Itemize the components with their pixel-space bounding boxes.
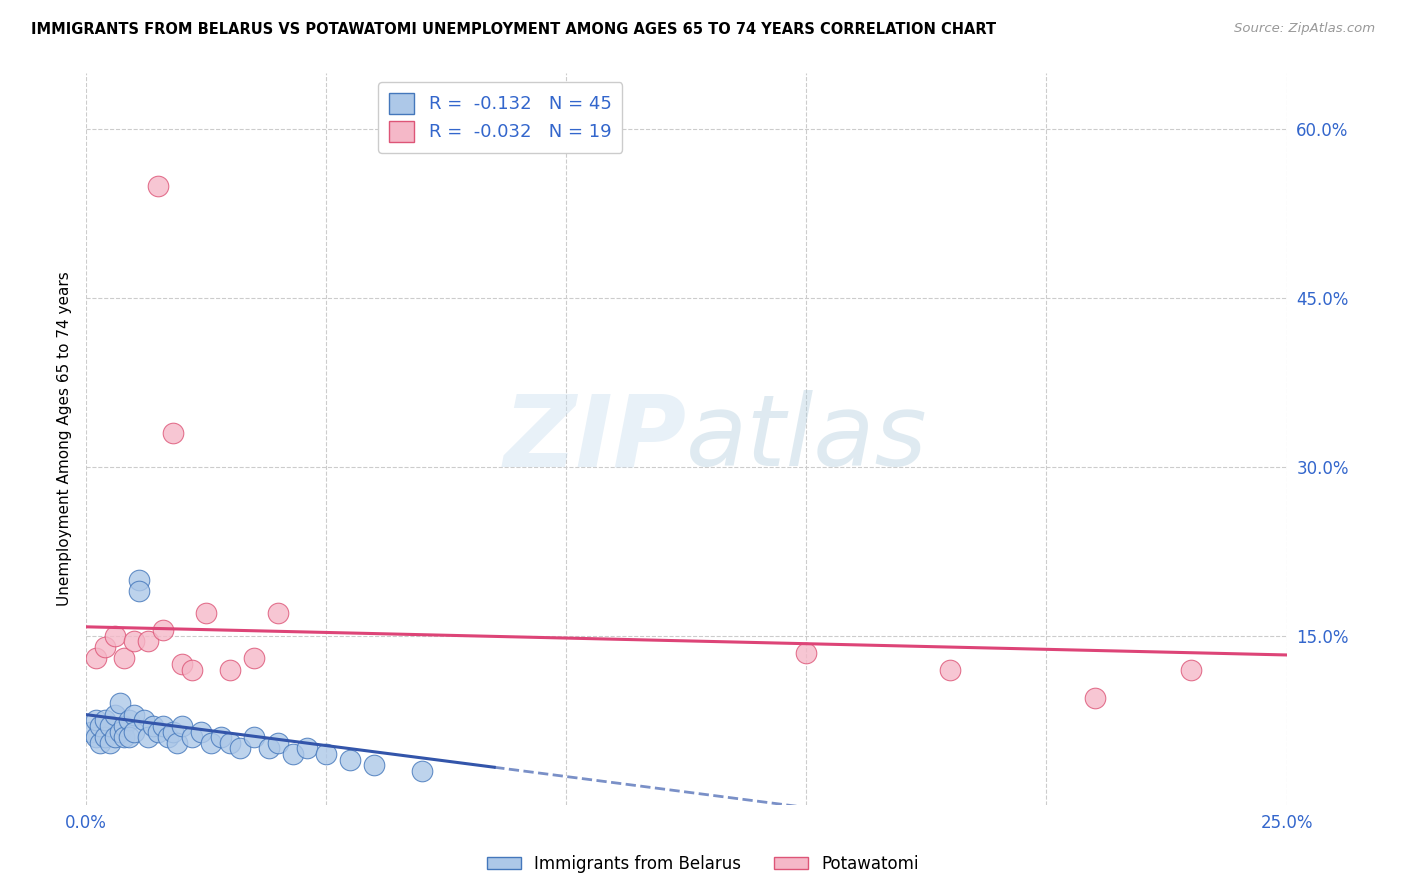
Text: IMMIGRANTS FROM BELARUS VS POTAWATOMI UNEMPLOYMENT AMONG AGES 65 TO 74 YEARS COR: IMMIGRANTS FROM BELARUS VS POTAWATOMI UN…	[31, 22, 995, 37]
Point	[200, 736, 222, 750]
Point	[104, 707, 127, 722]
Point	[138, 634, 160, 648]
Point	[267, 607, 290, 621]
Point	[363, 758, 385, 772]
Point	[128, 583, 150, 598]
Point	[122, 634, 145, 648]
Point	[315, 747, 337, 761]
Legend: R =  -0.132   N = 45, R =  -0.032   N = 19: R = -0.132 N = 45, R = -0.032 N = 19	[378, 82, 623, 153]
Point	[146, 724, 169, 739]
Point	[118, 713, 141, 727]
Text: atlas: atlas	[686, 391, 928, 487]
Point	[172, 719, 194, 733]
Point	[89, 736, 111, 750]
Point	[267, 736, 290, 750]
Point	[98, 736, 121, 750]
Point	[94, 640, 117, 654]
Point	[172, 657, 194, 671]
Point	[162, 426, 184, 441]
Point	[94, 713, 117, 727]
Legend: Immigrants from Belarus, Potawatomi: Immigrants from Belarus, Potawatomi	[481, 848, 925, 880]
Y-axis label: Unemployment Among Ages 65 to 74 years: Unemployment Among Ages 65 to 74 years	[58, 271, 72, 607]
Point	[108, 724, 131, 739]
Point	[219, 663, 242, 677]
Point	[295, 741, 318, 756]
Point	[98, 719, 121, 733]
Point	[243, 651, 266, 665]
Point	[1180, 663, 1202, 677]
Point	[128, 573, 150, 587]
Point	[114, 651, 136, 665]
Point	[209, 730, 232, 744]
Point	[84, 651, 107, 665]
Point	[796, 646, 818, 660]
Point	[229, 741, 252, 756]
Point	[104, 730, 127, 744]
Point	[122, 707, 145, 722]
Point	[138, 730, 160, 744]
Point	[180, 663, 202, 677]
Point	[114, 730, 136, 744]
Point	[180, 730, 202, 744]
Point	[166, 736, 188, 750]
Point	[411, 764, 433, 778]
Point	[156, 730, 179, 744]
Point	[219, 736, 242, 750]
Point	[339, 753, 361, 767]
Point	[84, 730, 107, 744]
Point	[104, 629, 127, 643]
Point	[939, 663, 962, 677]
Point	[281, 747, 304, 761]
Point	[84, 713, 107, 727]
Point	[108, 697, 131, 711]
Point	[152, 719, 174, 733]
Point	[257, 741, 280, 756]
Text: ZIP: ZIP	[503, 391, 686, 487]
Point	[132, 713, 155, 727]
Point	[243, 730, 266, 744]
Point	[94, 730, 117, 744]
Point	[122, 724, 145, 739]
Text: Source: ZipAtlas.com: Source: ZipAtlas.com	[1234, 22, 1375, 36]
Point	[146, 178, 169, 193]
Point	[152, 623, 174, 637]
Point	[195, 607, 218, 621]
Point	[89, 719, 111, 733]
Point	[114, 719, 136, 733]
Point	[80, 724, 103, 739]
Point	[162, 724, 184, 739]
Point	[190, 724, 212, 739]
Point	[118, 730, 141, 744]
Point	[142, 719, 165, 733]
Point	[1083, 690, 1105, 705]
